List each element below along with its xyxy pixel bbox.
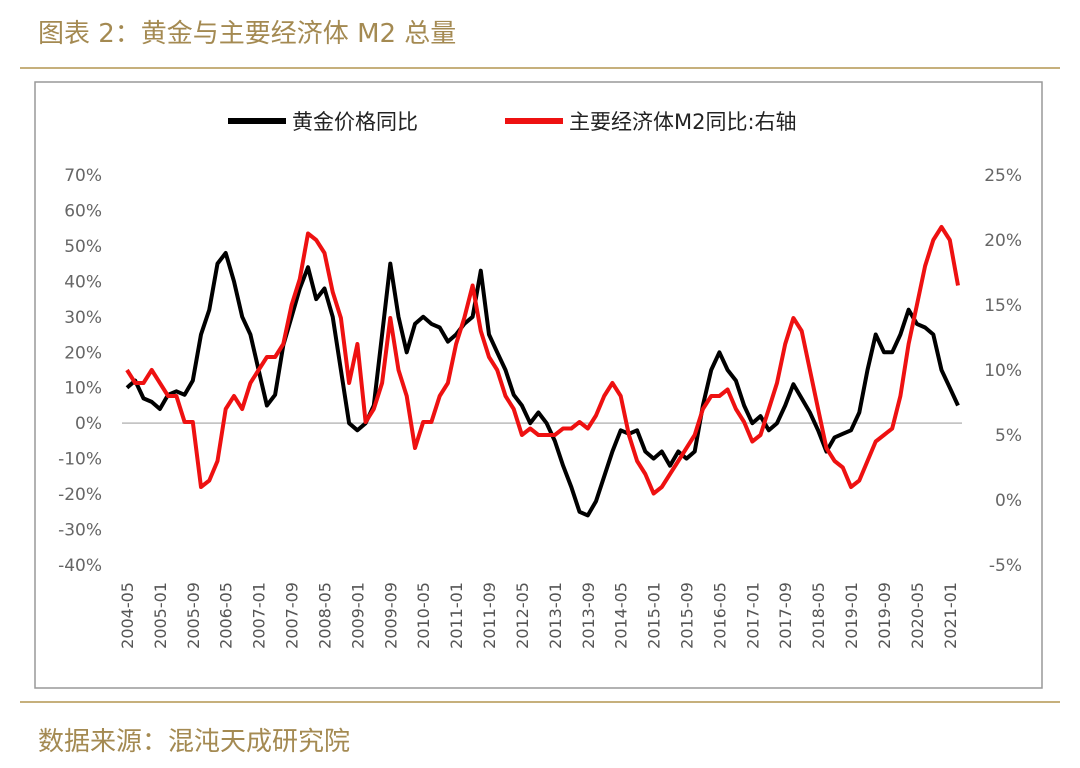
x-tick-label: 2018-05 xyxy=(809,582,828,649)
y2-tick-label: 5% xyxy=(995,426,1022,446)
x-tick-label: 2011-01 xyxy=(447,582,466,649)
y-tick-label: 0% xyxy=(75,414,102,434)
x-tick-label: 2021-01 xyxy=(941,582,960,649)
y-tick-label: -10% xyxy=(58,450,102,470)
x-tick-label: 2019-01 xyxy=(842,582,861,649)
x-tick-label: 2008-05 xyxy=(315,582,334,649)
x-tick-label: 2009-09 xyxy=(381,582,400,649)
y-tick-label: 50% xyxy=(64,237,102,257)
y2-tick-label: 10% xyxy=(984,361,1022,381)
y2-tick-label: 0% xyxy=(995,491,1022,511)
y2-tick-label: 20% xyxy=(984,231,1022,251)
x-tick-label: 2005-09 xyxy=(184,582,203,649)
x-tick-label: 2016-05 xyxy=(710,582,729,649)
x-tick-label: 2017-01 xyxy=(743,582,762,649)
series-line xyxy=(125,225,960,496)
y-tick-label: -40% xyxy=(58,556,102,576)
plot: -40% -30% -20% -10% 0% 10% 20% 30% 40% 50% 60% 70% -… xyxy=(58,110,1022,649)
y-tick-label: 60% xyxy=(64,201,102,221)
x-tick-label: 2007-09 xyxy=(283,582,302,649)
y-tick-label: 20% xyxy=(64,343,102,363)
x-tick-label: 2017-09 xyxy=(776,582,795,649)
x-tick-label: 2012-05 xyxy=(513,582,532,649)
y2-tick-label: 25% xyxy=(984,166,1022,186)
x-tick-label: 2005-01 xyxy=(151,582,170,649)
chart-frame xyxy=(34,81,1043,689)
x-tick-label: 2020-05 xyxy=(908,582,927,649)
y-tick-label: 10% xyxy=(64,379,102,399)
series-line xyxy=(125,251,960,518)
x-tick-label: 2019-09 xyxy=(875,582,894,649)
x-tick-label: 2006-05 xyxy=(217,582,236,649)
x-tick-label: 2007-01 xyxy=(250,582,269,649)
legend-label: 黄金价格同比 xyxy=(292,110,418,134)
x-tick-label: 2013-09 xyxy=(579,582,598,649)
x-tick-label: 2015-01 xyxy=(645,582,664,649)
x-tick-label: 2013-01 xyxy=(546,582,565,649)
y-tick-label: 40% xyxy=(64,272,102,292)
y2-tick-label: -5% xyxy=(989,556,1022,576)
x-tick-label: 2009-01 xyxy=(348,582,367,649)
y-tick-label: 30% xyxy=(64,308,102,328)
source-note: 数据来源：混沌天成研究院 xyxy=(38,727,350,757)
y2-tick-label: 15% xyxy=(984,296,1022,316)
x-tick-label: 2010-05 xyxy=(414,582,433,649)
legend-label: 主要经济体M2同比:右轴 xyxy=(569,110,797,134)
y-tick-label: -30% xyxy=(58,521,102,541)
x-tick-label: 2011-09 xyxy=(480,582,499,649)
x-tick-label: 2015-09 xyxy=(677,582,696,649)
y-tick-label: -20% xyxy=(58,485,102,505)
x-tick-label: 2014-05 xyxy=(612,582,631,649)
page-title: 图表 2：黄金与主要经济体 M2 总量 xyxy=(38,19,456,49)
y-tick-label: 70% xyxy=(64,166,102,186)
x-tick-label: 2004-05 xyxy=(118,582,137,649)
